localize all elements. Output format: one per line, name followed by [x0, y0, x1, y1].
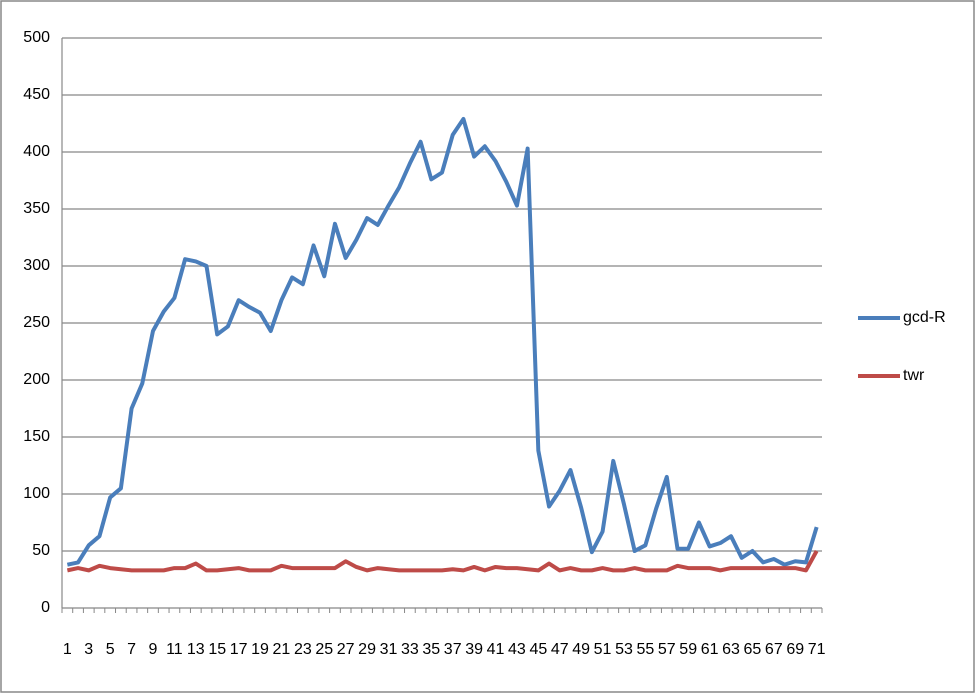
x-tick-label: 63: [722, 641, 740, 658]
x-tick-label: 1: [63, 641, 72, 658]
y-tick-label: 150: [23, 428, 50, 445]
x-tick-label: 13: [187, 641, 205, 658]
x-tick-label: 7: [127, 641, 136, 658]
x-tick-label: 61: [701, 641, 719, 658]
x-tick-label: 45: [529, 641, 547, 658]
x-tick-label: 51: [594, 641, 612, 658]
x-tick-label: 57: [658, 641, 676, 658]
x-tick-label: 53: [615, 641, 633, 658]
x-tick-label: 21: [273, 641, 291, 658]
x-tick-label: 43: [508, 641, 526, 658]
y-tick-label: 400: [23, 143, 50, 160]
x-tick-label: 33: [401, 641, 419, 658]
x-tick-label: 31: [380, 641, 398, 658]
x-tick-label: 9: [149, 641, 158, 658]
y-tick-label: 200: [23, 371, 50, 388]
y-tick-label: 450: [23, 86, 50, 103]
y-tick-label: 0: [41, 599, 50, 616]
legend-label: gcd-R: [903, 309, 946, 326]
y-tick-label: 250: [23, 314, 50, 331]
x-tick-label: 35: [422, 641, 440, 658]
x-tick-label: 65: [744, 641, 762, 658]
x-tick-label: 11: [166, 641, 183, 658]
x-tick-label: 49: [572, 641, 590, 658]
x-tick-label: 27: [337, 641, 355, 658]
x-tick-label: 55: [636, 641, 654, 658]
series-line: [66, 550, 819, 573]
y-tick-label: 500: [23, 29, 50, 46]
x-tick-label: 41: [487, 641, 505, 658]
x-tick-label: 69: [786, 641, 804, 658]
x-tick-label: 71: [808, 641, 826, 658]
x-tick-label: 15: [208, 641, 226, 658]
y-tick-label: 100: [23, 485, 50, 502]
legend-label: twr: [903, 367, 925, 384]
x-tick-label: 47: [551, 641, 569, 658]
x-tick-label: 17: [230, 641, 248, 658]
x-tick-label: 59: [679, 641, 697, 658]
x-tick-label: 29: [358, 641, 376, 658]
y-tick-label: 300: [23, 257, 50, 274]
x-tick-label: 39: [465, 641, 483, 658]
x-tick-label: 19: [251, 641, 269, 658]
series-line: [66, 116, 819, 567]
y-tick-label: 50: [32, 542, 50, 559]
x-tick-label: 67: [765, 641, 783, 658]
x-tick-label: 3: [84, 641, 93, 658]
y-tick-label: 350: [23, 200, 50, 217]
x-tick-label: 25: [315, 641, 333, 658]
x-tick-label: 5: [106, 641, 115, 658]
x-tick-label: 23: [294, 641, 312, 658]
x-tick-label: 37: [444, 641, 462, 658]
